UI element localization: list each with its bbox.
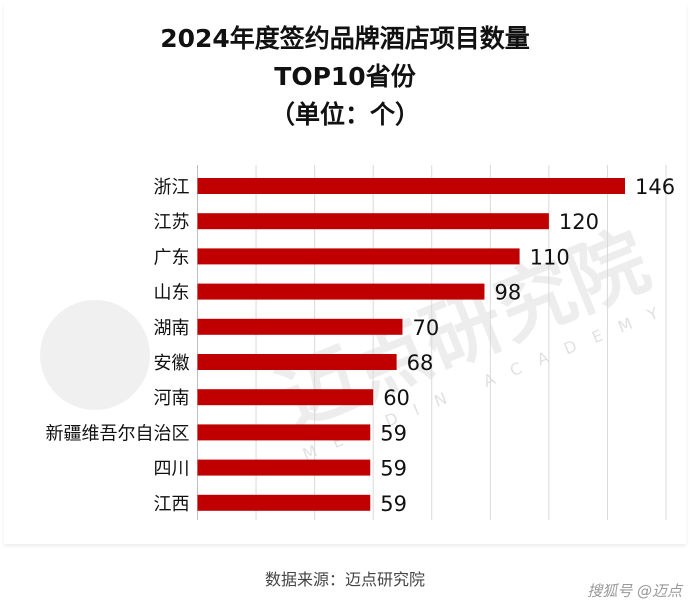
category-label: 江西 [154,494,190,515]
category-label: 新疆维吾尔自治区 [46,423,190,444]
credit-watermark: 搜狐号 @迈点 [587,582,682,600]
data-label: 59 [380,492,407,516]
chart-frame [4,4,686,544]
category-label: 湖南 [154,318,190,339]
data-label: 60 [383,386,410,410]
data-label: 68 [407,351,434,375]
data-label: 98 [494,281,521,305]
data-label: 146 [635,175,675,199]
source-note: 数据来源：迈点研究院 [264,570,425,589]
category-label: 江苏 [154,212,190,233]
bar [197,389,374,406]
data-label: 70 [412,316,439,340]
chart-title-line1: 2024年度签约品牌酒店项目数量 [160,24,530,53]
data-label: 59 [380,457,407,481]
bar [197,318,403,335]
data-label: 120 [559,210,599,234]
bar [197,494,371,511]
bar [197,178,626,194]
chart-title-line3: （单位：个） [269,100,420,129]
bar [197,459,371,476]
chart-title-line2: TOP10省份 [274,62,416,91]
category-label: 广东 [154,247,190,268]
bar [197,424,371,441]
data-label: 110 [530,245,570,269]
bar [197,213,549,230]
category-label: 安徽 [154,353,190,374]
bar [197,248,520,265]
category-label: 山东 [154,283,190,304]
data-label: 59 [380,421,407,445]
bar [197,283,485,300]
category-label: 浙江 [154,177,190,198]
watermark-logo-icon [40,300,150,410]
category-label: 河南 [154,388,190,409]
bar [197,354,397,370]
category-label: 四川 [154,459,190,480]
